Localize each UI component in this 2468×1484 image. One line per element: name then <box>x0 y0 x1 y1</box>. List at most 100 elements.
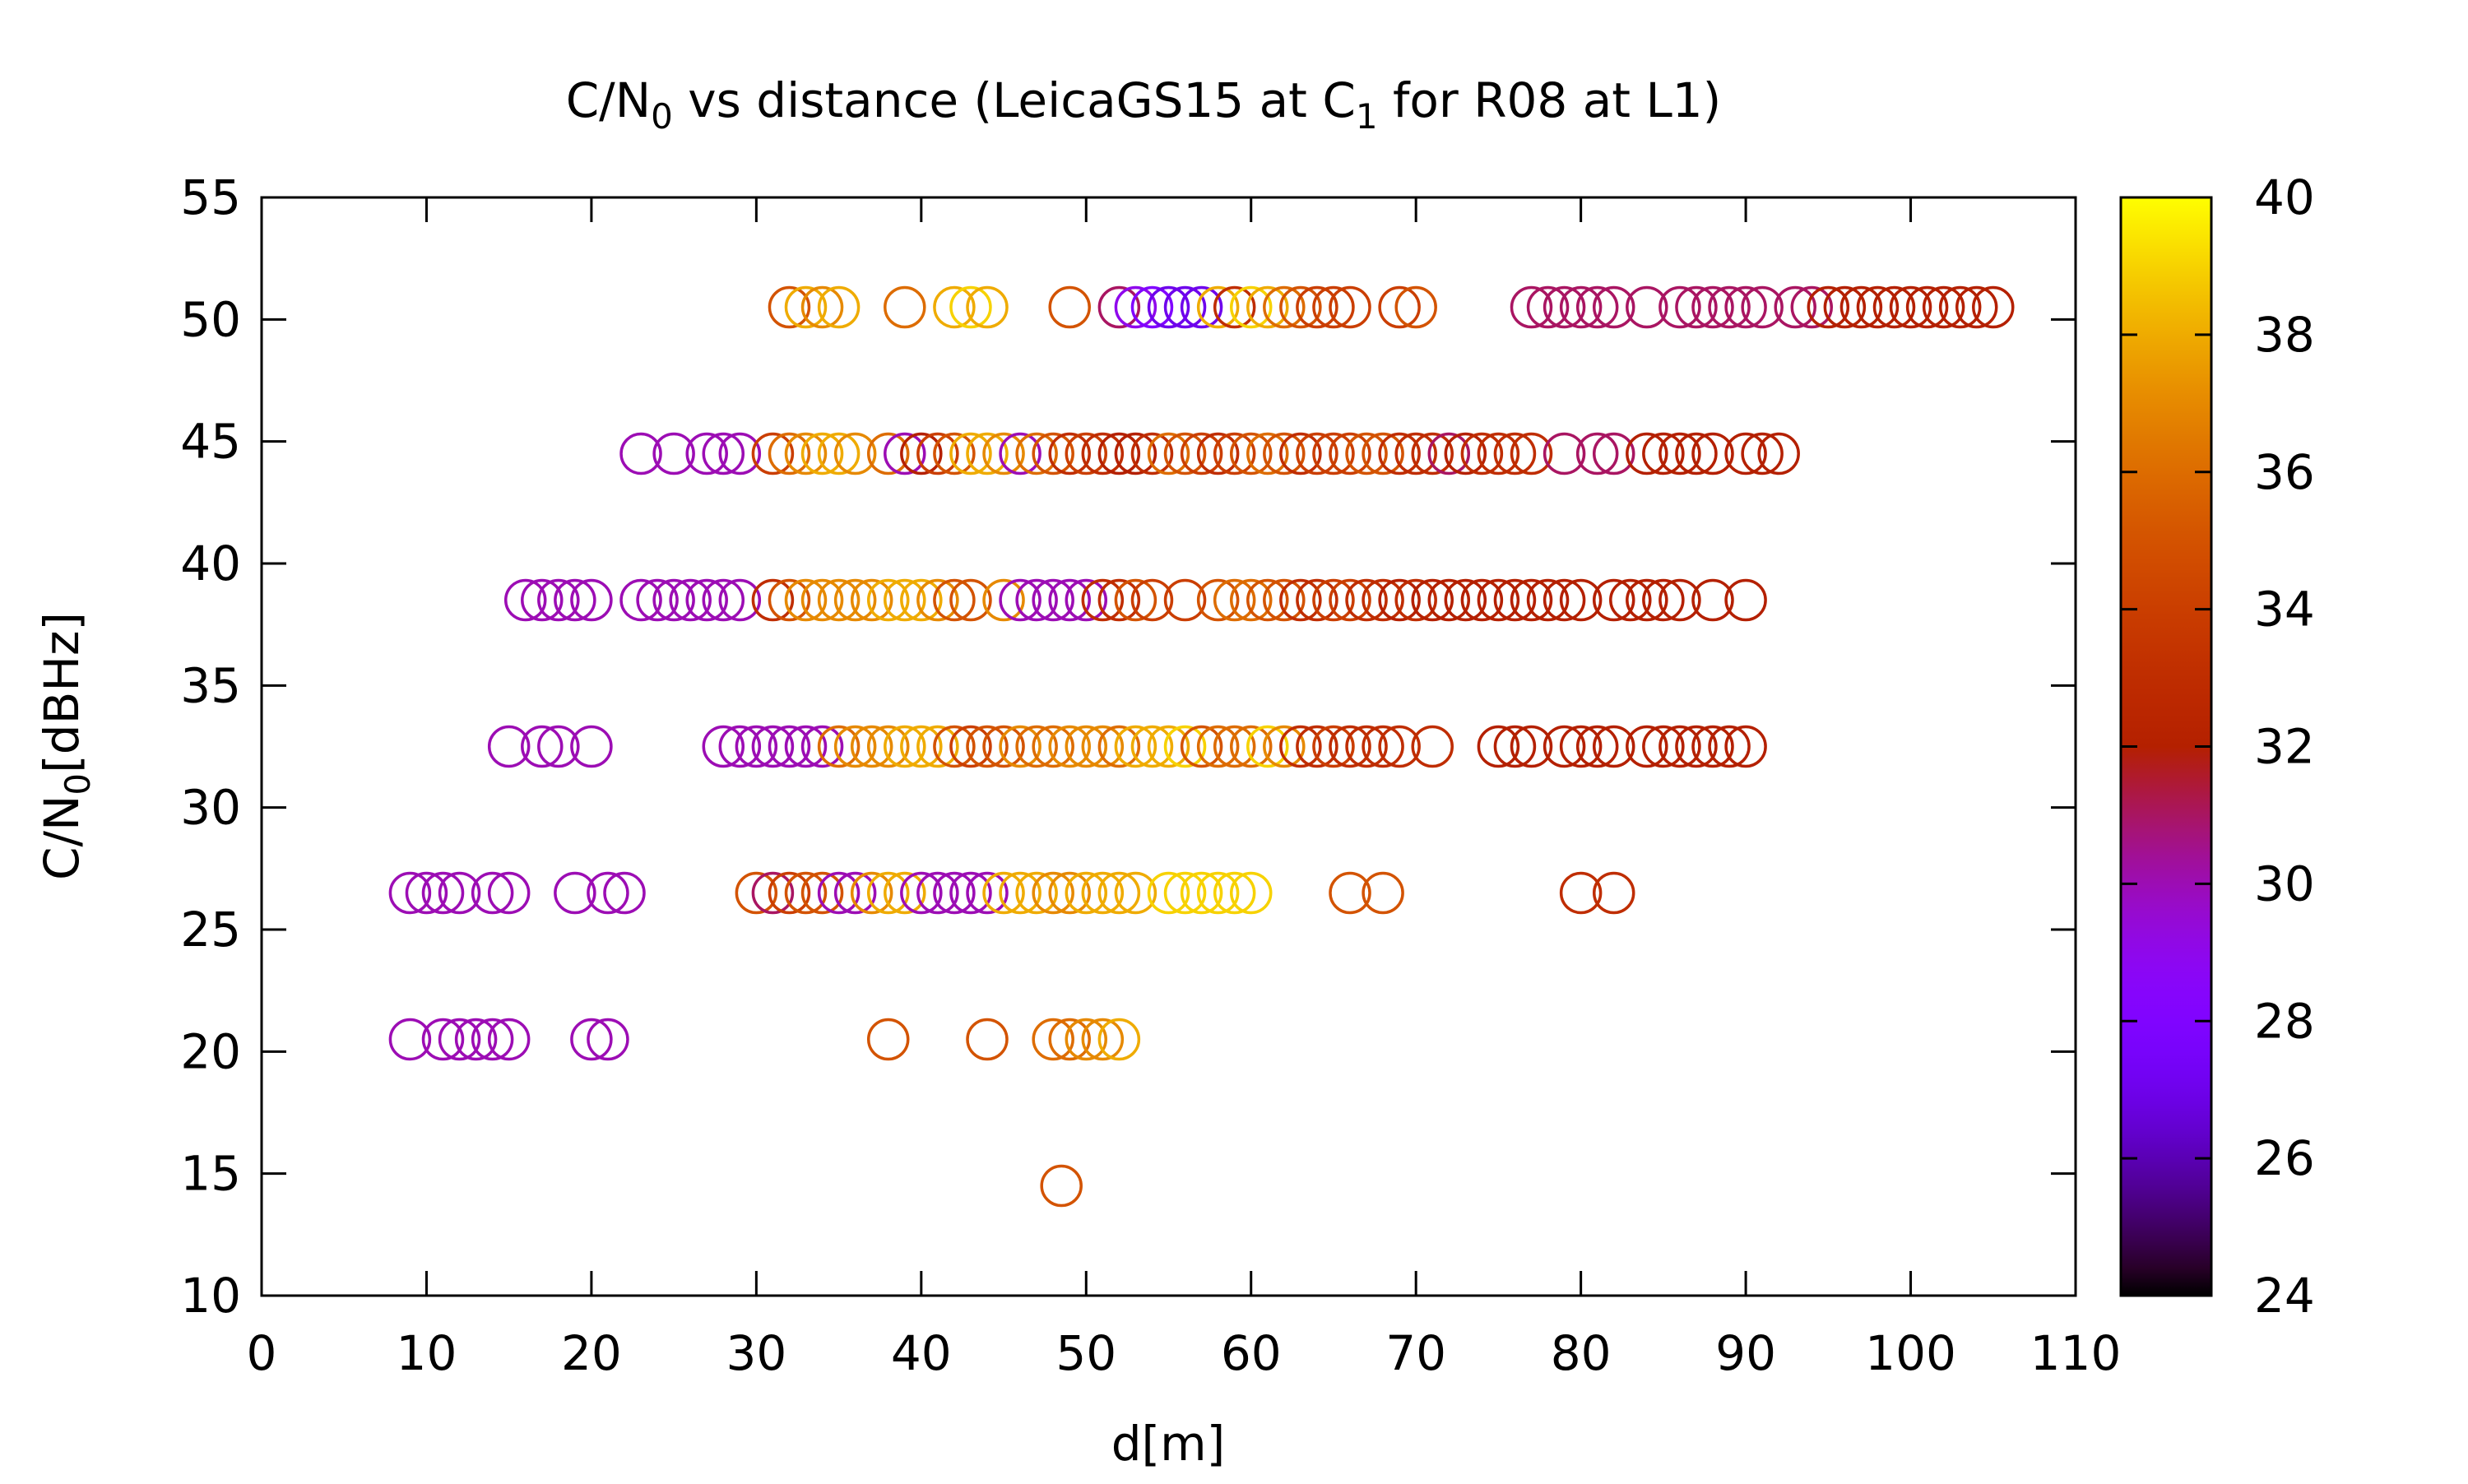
data-point <box>1147 432 1190 475</box>
data-point <box>1345 432 1388 475</box>
data-point <box>1394 285 1437 329</box>
data-point <box>1658 725 1701 768</box>
data-point <box>1559 578 1603 622</box>
colorbar-tick-label: 28 <box>2254 993 2315 1049</box>
data-point <box>1790 285 1834 329</box>
data-point <box>1362 432 1404 475</box>
data-point <box>817 871 861 915</box>
data-point <box>784 871 828 915</box>
data-point <box>1032 871 1074 915</box>
data-point <box>1246 432 1289 475</box>
data-point <box>800 871 844 915</box>
data-point <box>1526 578 1570 622</box>
colorbar-tick-label: 24 <box>2254 1268 2315 1324</box>
data-point <box>1774 285 1816 329</box>
data-point <box>1460 578 1504 622</box>
data-point <box>1048 871 1091 915</box>
data-point <box>521 578 564 622</box>
data-point <box>487 871 531 915</box>
data-point <box>1040 1164 1083 1208</box>
data-point <box>784 285 828 329</box>
data-point <box>1592 725 1635 768</box>
data-point <box>1510 432 1553 475</box>
data-point <box>718 432 762 475</box>
x-tick-label: 80 <box>1551 1325 1612 1381</box>
data-point <box>1296 285 1338 329</box>
data-point <box>1196 578 1240 622</box>
data-point <box>1905 285 1949 329</box>
data-point <box>1065 871 1108 915</box>
data-point <box>1922 285 1965 329</box>
x-tick-label: 70 <box>1385 1325 1446 1381</box>
data-point <box>1592 871 1635 915</box>
data-point <box>866 578 910 622</box>
data-point <box>1163 578 1207 622</box>
data-point <box>1130 432 1174 475</box>
data-point <box>718 578 762 622</box>
data-point <box>1048 285 1091 329</box>
data-point <box>768 432 811 475</box>
data-point <box>405 871 448 915</box>
data-point <box>1708 725 1751 768</box>
data-point <box>1510 578 1553 622</box>
data-point <box>1477 725 1520 768</box>
data-point <box>999 725 1041 768</box>
data-point <box>1263 285 1306 329</box>
data-point <box>652 578 695 622</box>
data-point <box>1097 1018 1141 1061</box>
data-point <box>1246 725 1289 768</box>
plot-area <box>260 196 2077 1297</box>
data-point <box>1229 871 1273 915</box>
data-point <box>1642 578 1685 622</box>
data-point <box>1015 432 1058 475</box>
data-point <box>1097 285 1141 329</box>
data-point <box>1196 871 1240 915</box>
data-point <box>1279 432 1322 475</box>
data-point <box>884 725 926 768</box>
data-point <box>388 871 432 915</box>
data-point <box>1163 285 1207 329</box>
data-point <box>833 578 877 622</box>
data-point <box>817 285 861 329</box>
data-point <box>1542 725 1586 768</box>
data-point <box>619 432 662 475</box>
data-point <box>1658 285 1701 329</box>
data-point <box>1856 285 1900 329</box>
data-point <box>1097 725 1141 768</box>
x-tick-label: 40 <box>891 1325 952 1381</box>
data-point <box>966 285 1009 329</box>
data-point <box>1626 578 1668 622</box>
data-point <box>1312 432 1355 475</box>
data-point <box>1542 432 1586 475</box>
data-point <box>1493 725 1537 768</box>
data-point <box>949 871 992 915</box>
data-point <box>1757 432 1800 475</box>
data-point <box>966 432 1009 475</box>
data-point <box>1972 285 2015 329</box>
data-point <box>784 725 828 768</box>
data-point <box>916 725 959 768</box>
y-tick-label: 10 <box>180 1268 241 1324</box>
data-point <box>702 432 745 475</box>
data-point <box>1477 432 1520 475</box>
data-point <box>421 1018 465 1061</box>
colorbar-tick-label: 36 <box>2254 444 2315 500</box>
data-point <box>1510 725 1553 768</box>
data-point <box>1196 725 1240 768</box>
data-point <box>884 285 926 329</box>
data-point <box>1642 725 1685 768</box>
data-point <box>768 578 811 622</box>
data-point <box>1279 725 1322 768</box>
data-point <box>652 432 695 475</box>
data-point <box>1130 725 1174 768</box>
data-point <box>1427 578 1471 622</box>
data-point <box>735 725 778 768</box>
data-point <box>1213 725 1256 768</box>
x-tick-label: 110 <box>2030 1325 2122 1381</box>
data-point <box>1575 432 1619 475</box>
data-point <box>1345 578 1388 622</box>
data-point <box>1493 578 1537 622</box>
data-point <box>1362 871 1404 915</box>
data-point <box>1559 725 1603 768</box>
